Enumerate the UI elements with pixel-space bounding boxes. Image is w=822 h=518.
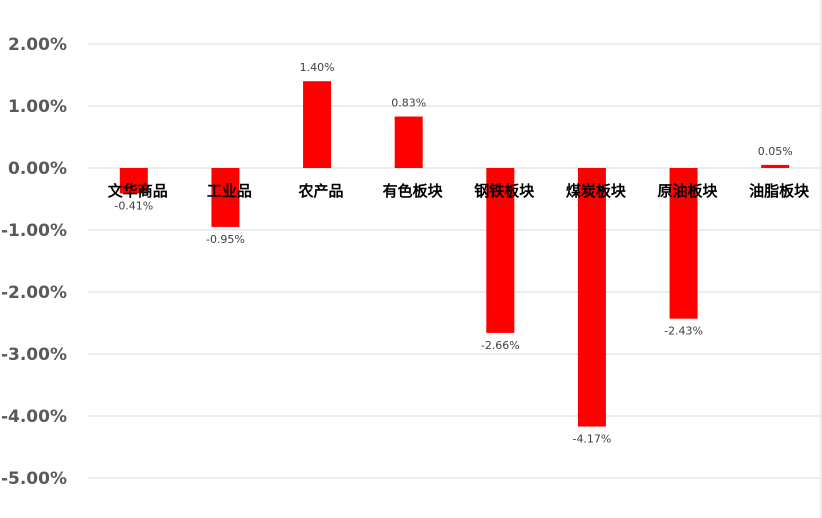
data-label: 0.05% [758, 145, 793, 158]
bar [211, 168, 240, 227]
category-label: 油脂板块 [749, 182, 810, 200]
y-tick-label: -1.00% [1, 221, 67, 241]
y-tick-label: 0.00% [8, 159, 67, 179]
category-label: 煤炭板块 [566, 182, 627, 200]
y-tick-label: -5.00% [1, 469, 67, 489]
bar [119, 168, 148, 194]
gridlines [88, 43, 821, 479]
bars [119, 81, 790, 427]
category-label: 工业品 [207, 182, 252, 200]
y-tick-label: -3.00% [1, 345, 67, 365]
bar [761, 164, 790, 168]
y-tick-label: -2.00% [1, 283, 67, 303]
bar [486, 168, 515, 333]
category-label: 钢铁板块 [474, 182, 535, 200]
data-label: -0.95% [206, 233, 245, 246]
bar [394, 116, 423, 168]
bar [303, 81, 332, 168]
data-label: -2.66% [481, 339, 520, 352]
data-label: -2.43% [664, 325, 703, 338]
data-label: 1.40% [300, 61, 335, 74]
category-label: 文华商品 [108, 182, 168, 200]
data-label: 0.83% [391, 97, 426, 110]
bar [577, 168, 606, 427]
data-label: -0.41% [114, 199, 153, 212]
category-label: 农产品 [298, 182, 344, 200]
y-tick-label: 1.00% [8, 97, 67, 117]
bar [669, 168, 698, 319]
y-axis-tick-labels: 2.00% 1.00% 0.00% -1.00% -2.00% -3.00% -4.00% -… [1, 35, 67, 489]
data-label: -4.17% [572, 433, 611, 446]
y-tick-label: 2.00% [8, 35, 67, 55]
y-tick-label: -4.00% [1, 407, 67, 427]
data-labels: -0.41% -0.95% 1.40% 0.83% -2.66% -4.17% -2.43%… [114, 61, 792, 445]
category-label: 有色板块 [383, 182, 444, 200]
category-labels: 文华商品 工业品 农产品 有色板块 钢铁板块 煤炭板块 原油板块 油脂板块 [108, 182, 810, 200]
category-label: 原油板块 [658, 182, 719, 200]
